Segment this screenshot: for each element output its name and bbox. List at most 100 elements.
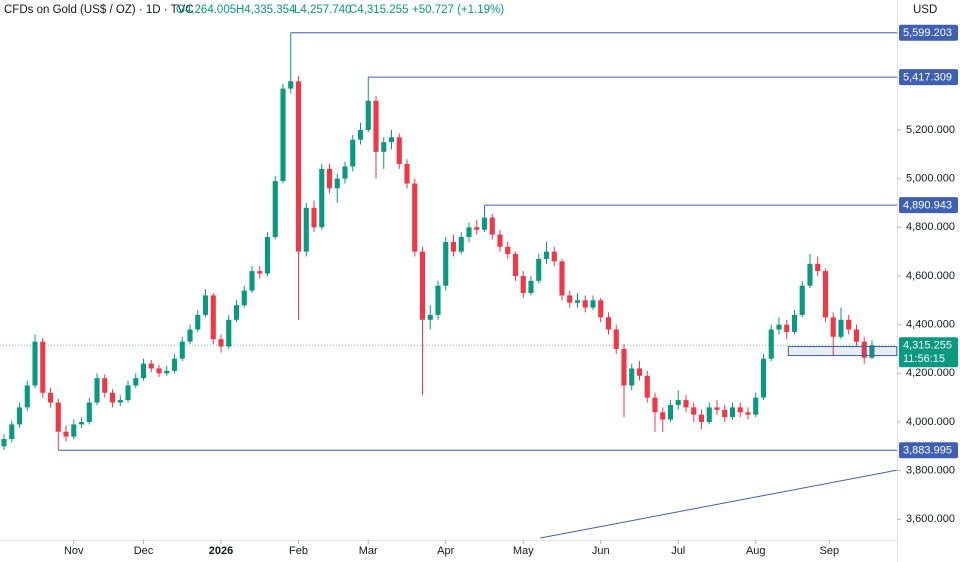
candle-body — [435, 285, 441, 315]
candle-body — [295, 81, 302, 252]
candle-body — [140, 363, 147, 379]
candle-body — [861, 341, 867, 358]
candle-body — [264, 237, 271, 274]
x-tick-label: Feb — [289, 545, 308, 557]
candle-body — [373, 100, 379, 152]
candle-body — [830, 317, 836, 337]
candle-body — [102, 378, 108, 393]
candle-body — [768, 329, 774, 359]
candle-body — [574, 300, 581, 303]
candle-body — [78, 421, 85, 425]
y-tick-label: 4,000.000 — [906, 416, 955, 428]
candle-body — [179, 341, 185, 359]
candle-body — [652, 397, 658, 413]
x-tick-label: Jul — [671, 545, 685, 557]
candle-body — [784, 324, 790, 332]
level-label: 5,417.309 — [903, 71, 952, 83]
candle-body — [288, 81, 294, 89]
trendline — [540, 469, 897, 539]
x-tick-label: Nov — [64, 545, 84, 557]
candle-body — [644, 375, 650, 398]
candle-body — [753, 397, 759, 415]
candle-body — [311, 207, 317, 228]
candle-body — [598, 300, 604, 318]
candle-body — [24, 385, 30, 408]
overlay: 5,599.203 5,417.309 4,890.943 3,883.995 4,31… — [0, 24, 958, 539]
candle-body — [505, 246, 511, 255]
candle-body — [381, 142, 387, 152]
candle-body — [32, 341, 38, 386]
candle-body — [691, 407, 697, 415]
candle-body — [404, 164, 410, 184]
candle-body — [280, 88, 286, 182]
last-price-label: 4,315.255 — [903, 340, 952, 352]
y-tick-label: 5,000.000 — [906, 173, 955, 185]
plot-area — [1, 32, 875, 451]
candle-body — [249, 271, 255, 291]
candle-body — [388, 137, 395, 143]
candle-body — [419, 251, 426, 320]
candle-body — [125, 385, 131, 401]
candle-body — [148, 363, 154, 369]
candle-body — [729, 407, 736, 418]
candle-body — [55, 402, 61, 432]
level-label: 5,599.203 — [903, 27, 952, 39]
candle-body — [16, 407, 23, 425]
y-tick-label: 4,200.000 — [906, 367, 955, 379]
y-tick-label: 3,800.000 — [906, 465, 955, 477]
candle-body — [202, 295, 209, 315]
candle-body — [187, 329, 193, 342]
candle-body — [497, 234, 503, 247]
candle-body — [133, 378, 139, 386]
candle-body — [605, 317, 612, 330]
candle-body — [636, 368, 643, 376]
candle-body — [210, 295, 216, 340]
level-tag — [899, 197, 958, 214]
candle-body — [714, 407, 720, 410]
candle-body — [567, 295, 573, 303]
zone — [787, 346, 898, 357]
price-change: +50.727 (+1.19%) — [412, 4, 504, 16]
x-tick-label: Apr — [437, 545, 454, 557]
candle-body — [799, 285, 805, 315]
candle-body — [226, 319, 232, 347]
candle-body — [737, 407, 743, 413]
candle-body — [683, 400, 689, 408]
ohlc-open: O4,264.005 — [176, 4, 236, 16]
x-tick-label: Sep — [820, 545, 840, 557]
candle-body — [1, 439, 7, 447]
candle-body — [272, 181, 278, 238]
candle-body — [164, 370, 170, 374]
candle-body — [745, 412, 751, 415]
candle-body — [489, 217, 495, 235]
candle-body — [520, 275, 526, 293]
candle-body — [582, 300, 588, 308]
candle-body — [466, 227, 472, 238]
candle-body — [551, 251, 557, 262]
candle-body — [613, 329, 619, 349]
candle-body — [109, 392, 116, 403]
candle-body — [342, 166, 348, 179]
ohlc-low: L4,257.740 — [294, 4, 352, 16]
candle-body — [869, 345, 875, 358]
candle-body — [722, 409, 728, 418]
candle-body — [698, 414, 705, 422]
candle-body — [807, 263, 813, 286]
x-tick-label: Jun — [592, 545, 610, 557]
candle-body — [156, 368, 162, 374]
candle-body — [357, 129, 364, 140]
y-tick-label: 4,600.000 — [906, 270, 955, 282]
candle-body — [853, 329, 860, 342]
candle-body — [559, 261, 565, 296]
candle-body — [427, 314, 433, 320]
candle-body — [319, 168, 325, 228]
candle-body — [543, 251, 550, 259]
candle-body — [675, 400, 681, 405]
candle-body — [838, 319, 844, 337]
candle-body — [815, 263, 821, 272]
candle-body — [706, 407, 712, 422]
y-tick-label: 5,200.000 — [906, 124, 955, 136]
x-tick-label: 2026 — [209, 545, 233, 557]
